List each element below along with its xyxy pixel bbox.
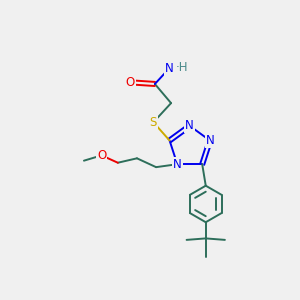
Text: ·H: ·H xyxy=(176,61,188,74)
Text: O: O xyxy=(97,149,106,162)
Text: S: S xyxy=(150,116,157,129)
Text: N: N xyxy=(185,119,194,132)
Text: N: N xyxy=(165,62,173,75)
Text: O: O xyxy=(126,76,135,89)
Text: N: N xyxy=(206,134,214,147)
Text: N: N xyxy=(173,158,182,171)
